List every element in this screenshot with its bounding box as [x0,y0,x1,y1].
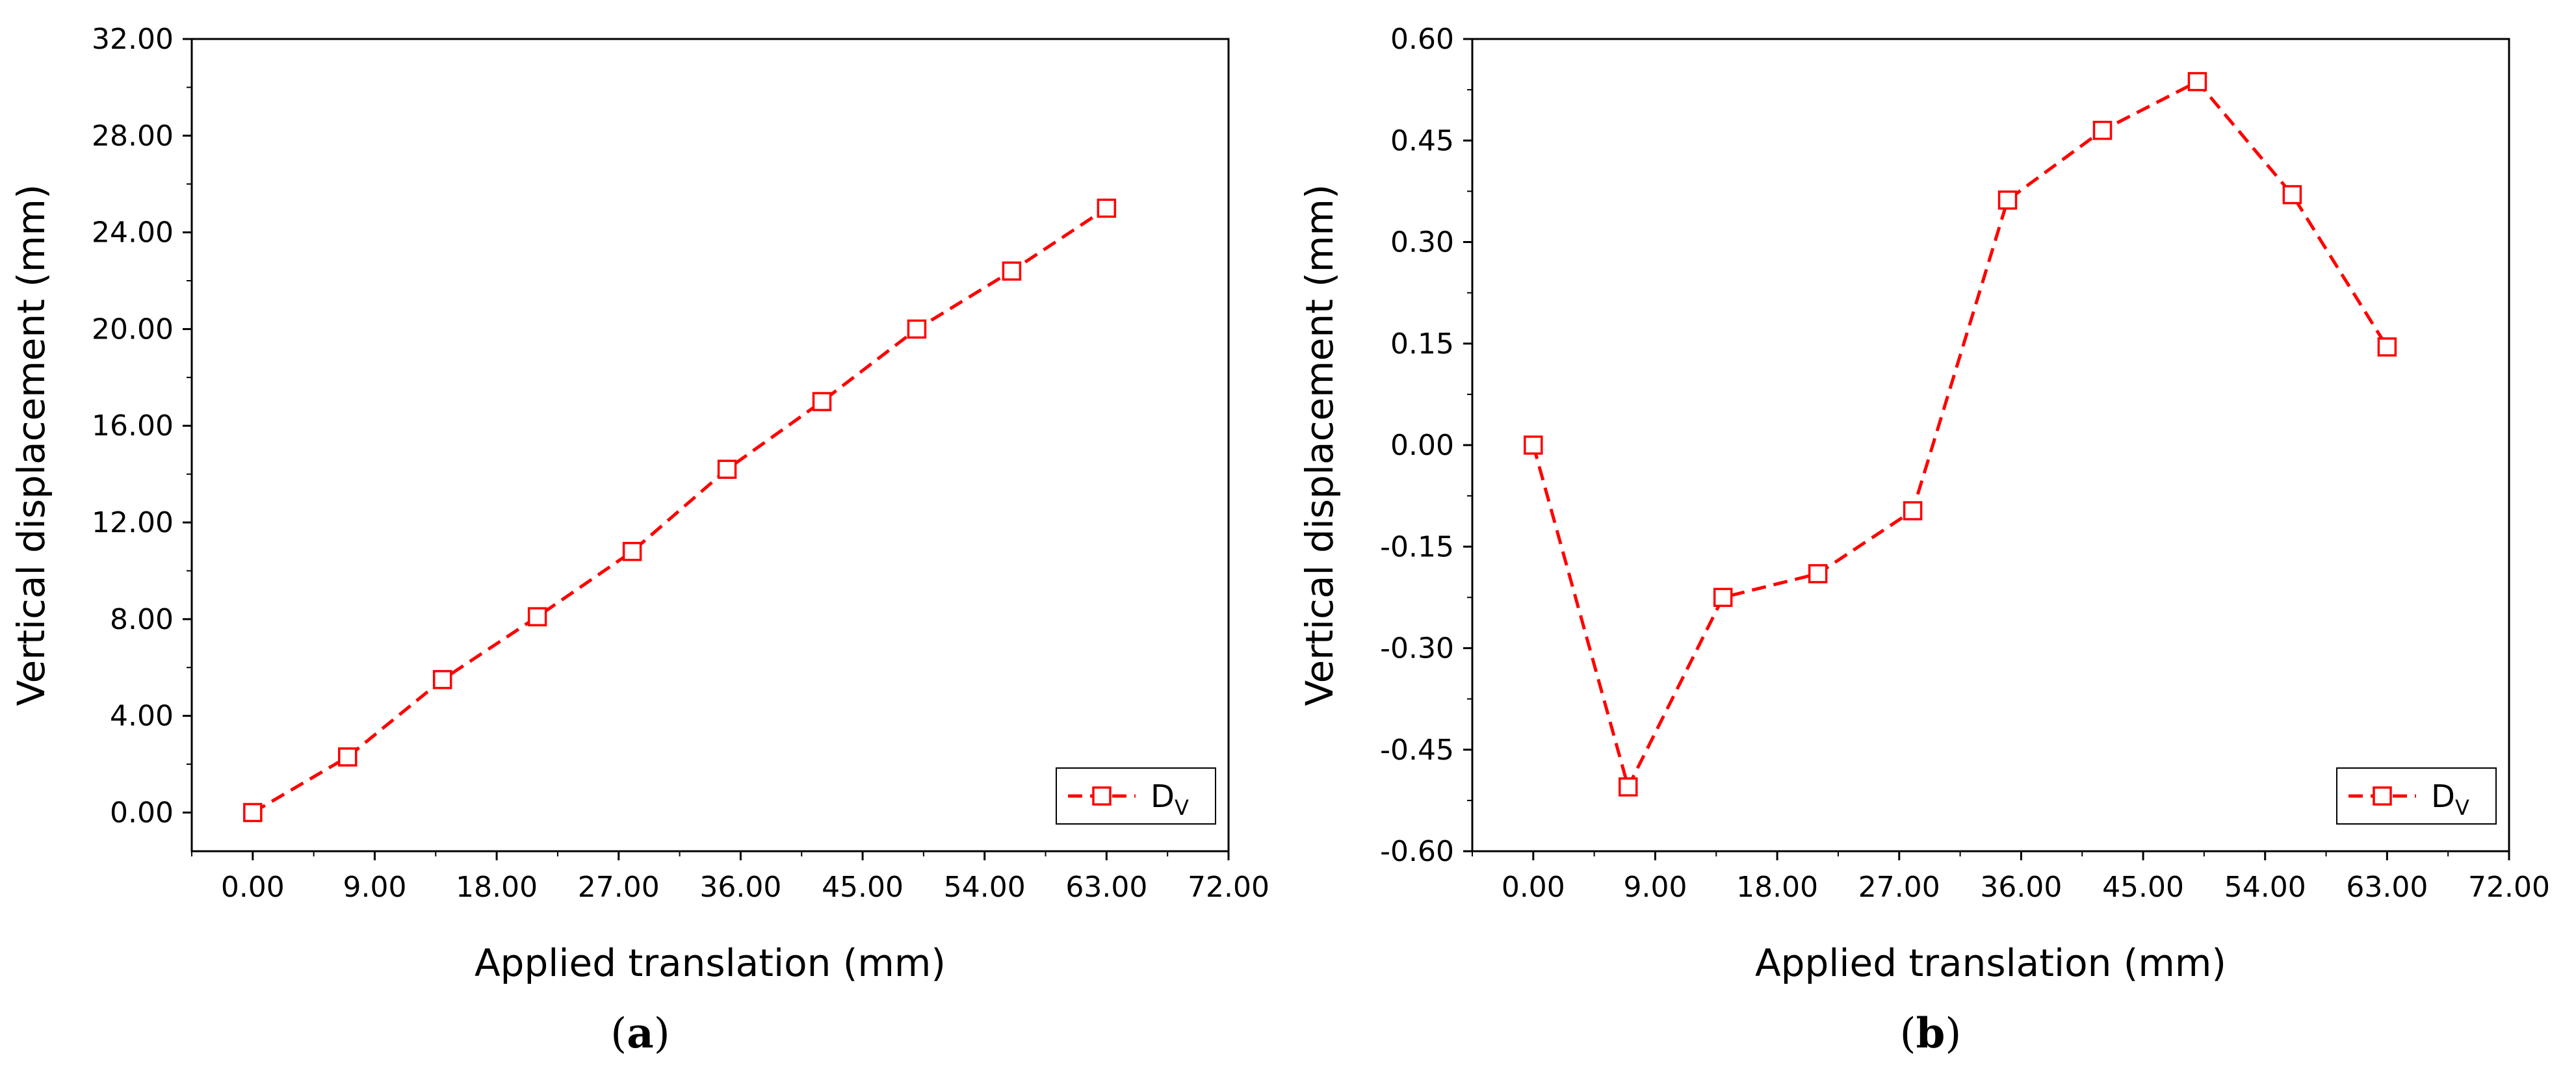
plot-frame [1471,38,2510,853]
y-tick-label: 32.00 [92,23,174,56]
x-tick-label: 45.00 [822,871,904,904]
x-tick-label: 0.00 [221,871,285,904]
panel-label-open: ( [1900,1010,1916,1058]
data-point [1524,435,1543,455]
y-tick-label: -0.30 [1380,632,1454,665]
x-tick-label: 72.00 [2468,871,2550,904]
x-tick-label: 72.00 [1188,871,1269,904]
data-point [812,392,832,411]
panel-label-close: ) [654,1010,670,1058]
data-point [2092,120,2113,140]
panel-label-letter: a [627,1009,653,1058]
chart-panel-b: 0.00 9.00 18.00 27.00 36.00 45.00 54.00 63.00 72… [1297,23,2550,1058]
data-point [2282,185,2302,205]
y-tick-label: 0.15 [1390,327,1454,361]
data-point [1903,501,1923,520]
x-axis-title: Applied translation (mm) [1755,941,2226,985]
data-point [2377,337,2397,357]
panel-label: (a) [610,1009,670,1058]
data-point [527,607,547,626]
legend-label-main: D [2431,778,2455,815]
x-tick-label: 9.00 [343,871,406,904]
x-tick-label: 54.00 [944,871,1026,904]
y-tick-label: 0.60 [1390,23,1454,56]
x-tick-label: 9.00 [1623,871,1687,904]
x-tick-label: 18.00 [456,871,538,904]
x-axis-title: Applied translation (mm) [475,941,946,985]
x-tick-label: 18.00 [1736,871,1818,904]
legend-box [2336,767,2497,825]
x-tick-label: 54.00 [2224,871,2306,904]
y-tick-label: -0.45 [1380,734,1454,767]
x-tick-label: 0.00 [1502,871,1565,904]
y-axis-title: Vertical displacement (mm) [1297,184,1342,706]
y-tick-label: 8.00 [110,603,174,636]
y-axis-title: Vertical displacement (mm) [9,184,53,706]
y-tick-label: 24.00 [92,216,174,250]
y-tick-label: 0.45 [1390,124,1454,157]
data-point [243,802,263,823]
data-point [338,747,358,767]
data-point [1097,198,1117,218]
legend-box [1056,767,1216,825]
y-tick-label: 0.00 [1390,429,1454,462]
legend-label-main: D [1151,778,1175,815]
y-tick-label: 12.00 [92,506,174,539]
panel-label-open: ( [610,1010,627,1058]
data-point [717,459,737,479]
data-point [2187,71,2207,92]
panel-label-letter: b [1916,1009,1945,1058]
y-tick-label: 4.00 [110,700,174,733]
x-tick-label: 36.00 [1980,871,2062,904]
data-point [432,670,452,689]
y-tick-label: 28.00 [92,120,174,153]
data-point [1808,564,1828,584]
legend-label: DV [2431,778,2469,820]
data-point [622,541,642,561]
legend: DV [1056,767,1216,825]
y-tick-label: -0.15 [1380,530,1454,563]
y-tick-label: -0.60 [1380,835,1454,868]
series-line [252,207,1108,814]
legend-label-subscript: V [2455,795,2469,820]
plot-frame [190,38,1230,853]
legend-marker [2373,786,2392,806]
y-tick-label: 0.30 [1390,226,1454,259]
panel-label-close: ) [1945,1010,1961,1058]
data-point [1997,190,2018,210]
data-point [1002,261,1022,281]
y-tick-label: 0.00 [110,796,174,829]
legend-marker [1092,786,1112,806]
x-tick-label: 45.00 [2102,871,2184,904]
x-tick-label: 27.00 [578,871,660,904]
data-point [907,319,927,339]
data-point [1619,777,1638,797]
data-point [1713,587,1733,608]
panel-label: (b) [1900,1009,1962,1058]
legend-label: DV [1151,778,1189,820]
x-tick-label: 63.00 [1065,871,1147,904]
legend: DV [2336,767,2497,825]
y-tick-label: 20.00 [92,313,174,346]
series-line [1531,79,2389,791]
legend-label-subscript: V [1175,795,1189,820]
x-tick-label: 36.00 [699,871,781,904]
x-tick-label: 27.00 [1858,871,1940,904]
chart-panel-a: 0.00 9.00 18.00 27.00 36.00 45.00 54.00 63.00 72… [9,23,1269,1058]
y-tick-label: 16.00 [92,409,174,443]
x-tick-label: 63.00 [2346,871,2428,904]
